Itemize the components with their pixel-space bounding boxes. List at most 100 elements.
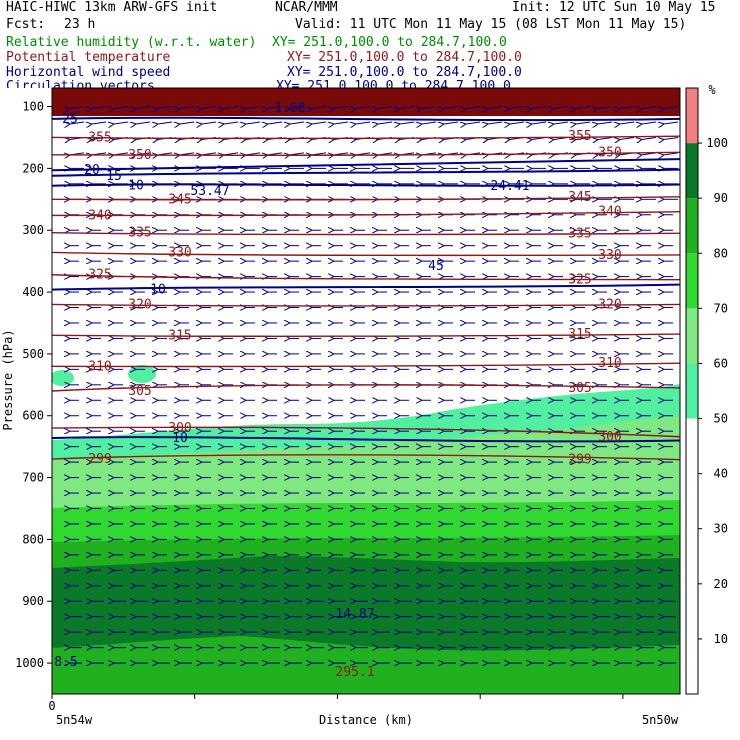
wind-vector	[224, 122, 239, 124]
forecast-hour: 23 h	[64, 17, 96, 32]
field-name-wind: Horizontal wind speed	[6, 65, 171, 80]
theta-contour-label: 350	[128, 148, 151, 163]
plot-title: HAIC-HIWC 13km ARW-GFS init	[6, 0, 218, 15]
wind-contours	[52, 116, 680, 443]
theta-contour-label: 340	[598, 205, 621, 220]
colorbar-tick-label: 50	[714, 412, 728, 426]
extremum-label: 53.47	[190, 184, 229, 199]
x-left-endpoint: 5n54w	[56, 713, 93, 727]
wind-vector	[466, 122, 481, 124]
rh-band-80-lower	[52, 636, 680, 694]
wind-vector	[664, 137, 679, 139]
y-tick-label: 600	[22, 409, 44, 423]
wind-vector	[664, 122, 679, 124]
wind-vector	[290, 122, 305, 124]
wind-vector	[664, 107, 679, 109]
extremum-label: 45	[428, 259, 444, 274]
wind-vector	[444, 122, 459, 124]
theta-contour-label: 299	[88, 452, 111, 467]
wind-vector	[158, 107, 173, 109]
wind-vector	[466, 107, 481, 109]
colorbar-tick-label: 20	[714, 577, 728, 591]
theta-contour-label: 330	[168, 245, 191, 260]
theta-contour-label: 320	[598, 297, 621, 312]
theta-contour-label: 355	[568, 129, 591, 144]
y-tick-label: 500	[22, 347, 44, 361]
colorbar-tick-label: 70	[714, 301, 728, 315]
colorbar-bin	[686, 143, 698, 199]
colorbar-tick-label: 10	[714, 632, 728, 646]
wind-vector	[136, 107, 151, 109]
wind-vector	[422, 107, 437, 109]
theta-contour-label: 350	[598, 145, 621, 160]
y-axis-label: Pressure (hPa)	[1, 329, 15, 430]
theta-contour-label: 315	[568, 327, 591, 342]
theta-contour-label: 300	[168, 421, 191, 436]
wind-vector	[268, 122, 283, 124]
wind-vector	[92, 107, 107, 109]
upper-theta-band	[52, 88, 680, 116]
theta-contour-label: 340	[88, 208, 111, 223]
field-xy-rh: XY= 251.0,100.0 to 284.7,100.0	[272, 35, 507, 50]
wind-vector	[400, 107, 415, 109]
wind-vector	[378, 122, 393, 124]
wind-vector	[224, 107, 239, 109]
wind-vector	[290, 107, 305, 109]
extremum-label: 14.87	[335, 607, 374, 622]
theta-contour-line	[52, 210, 680, 217]
field-name-rh: Relative humidity (w.r.t. water)	[6, 35, 257, 50]
theta-contour-line	[52, 333, 680, 337]
theta-contour-line	[52, 362, 680, 368]
theta-contour-label: 325	[88, 268, 111, 283]
extremum-label: 24.41	[490, 179, 529, 194]
colorbar-tick-label: 30	[714, 522, 728, 536]
rh-patch-mid	[128, 365, 156, 383]
field-xy-theta: XY= 251.0,100.0 to 284.7,100.0	[287, 50, 522, 65]
wind-vector	[554, 122, 569, 124]
y-tick-label: 100	[22, 100, 44, 114]
wind-contour-label: 10	[150, 283, 166, 298]
wind-vector	[642, 122, 657, 124]
theta-contour-label: 345	[568, 190, 591, 205]
colorbar-tick-label: 60	[714, 356, 728, 370]
wind-vector	[554, 107, 569, 109]
wind-vector	[356, 122, 371, 124]
org-label: NCAR/MMM	[275, 0, 338, 15]
y-tick-label: 200	[22, 161, 44, 175]
wind-contour-label: 10	[172, 431, 188, 446]
plot-area	[52, 88, 680, 694]
y-tick-label: 1000	[15, 656, 44, 670]
theta-contour-label: 330	[598, 248, 621, 263]
colorbar-tick-label: 80	[714, 246, 728, 260]
wind-contour-line	[52, 283, 680, 291]
wind-vector	[532, 122, 547, 124]
x-axis-label: Distance (km)	[319, 713, 413, 727]
x-origin-label: 0	[48, 699, 55, 713]
theta-contour-label: 305	[128, 384, 151, 399]
init-time: Init: 12 UTC Sun 10 May 15	[512, 0, 716, 15]
colorbar-tick-label: 90	[714, 191, 728, 205]
wind-vector	[268, 107, 283, 109]
wind-vector	[488, 122, 503, 124]
wind-vector	[70, 122, 85, 124]
theta-contour-label: 315	[168, 328, 191, 343]
wind-contour-label: 15	[106, 169, 122, 184]
wind-vector	[334, 122, 349, 124]
extremum-label: 1.68	[274, 101, 305, 116]
theta-contour-line	[52, 426, 680, 438]
theta-contour-label: 345	[168, 192, 191, 207]
y-tick-label: 700	[22, 471, 44, 485]
theta-contour-label: 320	[128, 297, 151, 312]
wind-contour-line	[52, 183, 680, 187]
theta-contour-line	[52, 274, 680, 281]
wind-vector	[312, 107, 327, 109]
colorbar-bin	[686, 308, 698, 364]
wind-vector	[510, 107, 525, 109]
wind-vector	[620, 137, 635, 139]
forecast-label: Fcst:	[6, 17, 46, 32]
wind-vector	[510, 122, 525, 124]
valid-time: Valid: 11 UTC Mon 11 May 15 (08 LST Mon …	[295, 17, 687, 32]
wind-vector	[136, 122, 151, 124]
wind-vector	[92, 122, 107, 124]
